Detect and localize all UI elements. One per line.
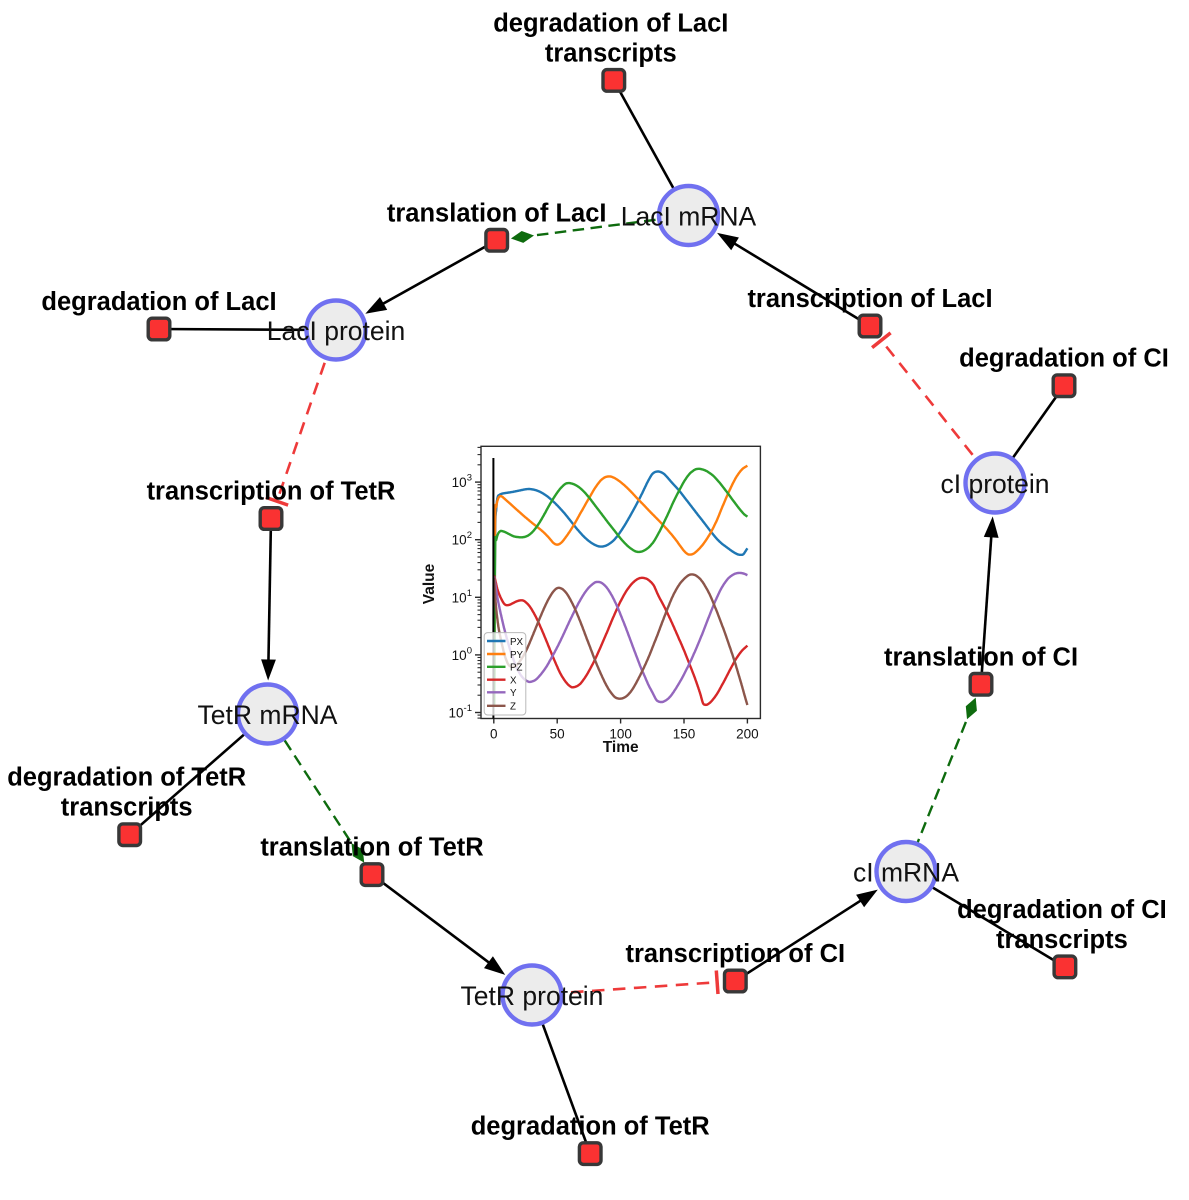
svg-text:transcription of TetR: transcription of TetR bbox=[147, 478, 396, 506]
svg-text:100: 100 bbox=[609, 727, 632, 742]
svg-text:50: 50 bbox=[550, 727, 565, 742]
svg-text:transcription of LacI: transcription of LacI bbox=[747, 285, 992, 313]
svg-text:translation of TetR: translation of TetR bbox=[260, 834, 483, 862]
svg-text:degradation of TetR: degradation of TetR bbox=[471, 1113, 710, 1141]
svg-text:Time: Time bbox=[603, 739, 639, 756]
svg-text:degradation of LacI: degradation of LacI bbox=[41, 288, 276, 316]
svg-text:0: 0 bbox=[490, 727, 498, 742]
svg-text:Y: Y bbox=[510, 688, 517, 699]
svg-text:degradation of LacI: degradation of LacI bbox=[493, 9, 728, 37]
svg-text:Z: Z bbox=[510, 702, 516, 713]
svg-text:LacI protein: LacI protein bbox=[267, 316, 405, 346]
svg-text:transcripts: transcripts bbox=[545, 39, 677, 67]
svg-text:degradation of CI: degradation of CI bbox=[957, 896, 1167, 924]
svg-text:200: 200 bbox=[736, 727, 759, 742]
svg-text:degradation of CI: degradation of CI bbox=[959, 345, 1169, 373]
svg-text:LacI mRNA: LacI mRNA bbox=[621, 201, 757, 231]
svg-text:translation of CI: translation of CI bbox=[884, 643, 1078, 671]
svg-text:150: 150 bbox=[673, 727, 696, 742]
svg-text:Value: Value bbox=[421, 563, 438, 604]
svg-text:transcripts: transcripts bbox=[996, 926, 1128, 954]
svg-text:PZ: PZ bbox=[510, 663, 523, 674]
svg-text:cI protein: cI protein bbox=[940, 469, 1049, 499]
svg-text:transcription of CI: transcription of CI bbox=[626, 940, 846, 968]
svg-text:cI mRNA: cI mRNA bbox=[853, 857, 959, 887]
svg-text:TetR protein: TetR protein bbox=[461, 981, 604, 1011]
svg-text:degradation of TetR: degradation of TetR bbox=[7, 764, 246, 792]
svg-text:PX: PX bbox=[510, 637, 524, 648]
svg-text:PY: PY bbox=[510, 650, 524, 661]
svg-text:translation of LacI: translation of LacI bbox=[387, 199, 607, 227]
svg-text:X: X bbox=[510, 676, 517, 687]
svg-text:transcripts: transcripts bbox=[61, 794, 193, 822]
svg-text:TetR mRNA: TetR mRNA bbox=[198, 700, 338, 730]
